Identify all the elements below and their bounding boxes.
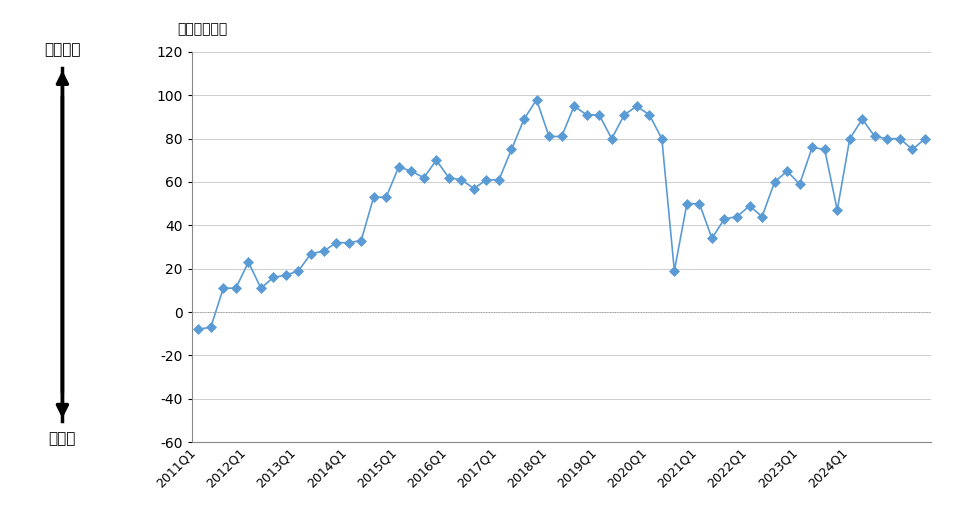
Text: 人余り: 人余り bbox=[49, 432, 76, 447]
Text: 人手不足: 人手不足 bbox=[44, 42, 81, 57]
Text: （ポイント）: （ポイント） bbox=[178, 22, 228, 36]
